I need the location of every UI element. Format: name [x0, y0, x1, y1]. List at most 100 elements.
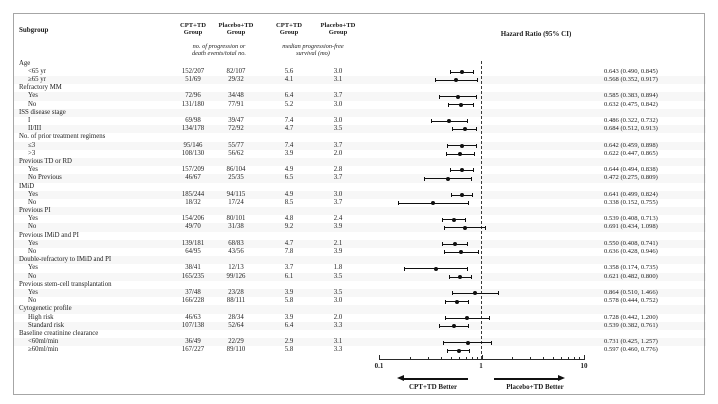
- median-pfs-placebo: 3.1: [333, 76, 343, 84]
- median-pfs-placebo: 2.0: [333, 313, 343, 321]
- column-header-line: Group: [328, 29, 348, 37]
- events-cpt: 18/32: [185, 198, 201, 206]
- column-header-line: Group: [226, 29, 246, 37]
- median-pfs-placebo: 3.3: [333, 321, 343, 329]
- subgroup-label: ISS disease stage: [19, 108, 66, 116]
- events-placebo: 34/48: [228, 92, 244, 100]
- forest-plot-figure: Subgroup CPT+TD Group Placebo+TD Group CPT…: [13, 13, 705, 395]
- table-row: IMiD: [14, 183, 706, 191]
- hazard-ratio-value: 0.691 (0.434, 1.098): [604, 223, 658, 231]
- median-pfs-placebo: 3.0: [333, 297, 343, 305]
- hazard-ratio-value: 0.622 (0.447, 0.865): [604, 149, 658, 157]
- events-placebo: 52/64: [228, 321, 244, 329]
- hazard-ratio-value: 0.472 (0.275, 0.809): [604, 174, 658, 182]
- subgroup-label: Yes: [28, 239, 38, 247]
- subgroup-label: High risk: [28, 313, 54, 321]
- column-header-line: CPT+TD: [179, 22, 207, 29]
- median-pfs-placebo: 3.9: [333, 223, 343, 231]
- axis-minor-tick: [543, 356, 545, 359]
- events-placebo: 82/107: [226, 67, 246, 75]
- axis-minor-tick: [512, 356, 514, 359]
- left-direction-label: CPT+TD Better: [408, 383, 458, 391]
- subgroup-label: No. of prior treatment regimens: [19, 133, 106, 141]
- median-pfs-cpt: 7.8: [284, 248, 294, 255]
- column-header-line: CPT+TD: [275, 22, 303, 29]
- events-cpt: 38/41: [185, 264, 201, 272]
- hazard-ratio-value: 0.632 (0.475, 0.842): [604, 100, 658, 108]
- events-cpt: 157/209: [181, 166, 205, 174]
- events-cpt: 166/228: [181, 297, 205, 305]
- axis-minor-tick: [458, 356, 460, 359]
- table-row: Yes 37/48 23/28 3.9 3.5 0.864 (0.510, 1.466): [14, 289, 706, 297]
- hazard-ratio-value: 0.642 (0.459, 0.898): [604, 141, 658, 149]
- events-placebo: 89/110: [226, 346, 246, 354]
- table-row: No 18/32 17/24 8.5 3.7 0.338 (0.152, 0.755): [14, 199, 706, 207]
- column-header-cpt-pfs: CPT+TD Group: [259, 22, 319, 36]
- axis-minor-tick: [553, 356, 555, 359]
- events-placebo: 28/34: [228, 313, 244, 321]
- events-placebo: 17/24: [228, 198, 244, 206]
- hazard-ratio-value: 0.644 (0.494, 0.838): [604, 166, 658, 174]
- median-pfs-cpt: 5.6: [284, 67, 294, 75]
- right-arrow: [494, 375, 565, 382]
- column-header-line: Placebo+TD: [218, 22, 254, 29]
- axis-minor-tick: [568, 356, 570, 359]
- subgroup-label: Previous TD or RD: [19, 157, 72, 165]
- axis-tick-label: 10: [580, 362, 588, 370]
- table-row: Standard risk 107/138 52/64 6.4 3.3 0.539 (0.…: [14, 322, 706, 330]
- events-placebo: 68/83: [228, 239, 244, 247]
- subgroup-label: Yes: [28, 190, 38, 198]
- events-cpt: 185/244: [181, 190, 205, 198]
- events-cpt: 72/96: [185, 92, 201, 100]
- subgroup-label: Yes: [28, 92, 38, 100]
- median-pfs-placebo: 3.3: [333, 346, 343, 354]
- axis-minor-tick: [440, 356, 442, 359]
- events-cpt: 139/181: [181, 239, 205, 247]
- median-pfs-placebo: 2.4: [333, 215, 343, 223]
- table-row: Double-refractory to IMiD and PI: [14, 256, 706, 264]
- median-pfs-placebo: 3.7: [333, 141, 343, 149]
- median-pfs-cpt: 3.7: [284, 264, 294, 272]
- column-header-cpt-events: CPT+TD Group: [163, 22, 223, 36]
- subgroup-label: Yes: [28, 264, 38, 272]
- events-cpt: 154/206: [181, 215, 205, 223]
- events-placebo: 99/126: [226, 272, 246, 280]
- subgroup-label: Refractory MM: [19, 84, 62, 92]
- subgroup-label: <65 yr: [28, 67, 46, 75]
- subgroup-label: No: [28, 198, 37, 206]
- events-placebo: 77/91: [228, 100, 244, 108]
- axis-major-tick: [481, 355, 483, 359]
- median-pfs-cpt: 2.9: [284, 338, 294, 346]
- events-placebo: 72/92: [228, 125, 244, 133]
- table-row: ≤3 95/146 55/77 7.4 3.7 0.642 (0.459, 0.898): [14, 142, 706, 150]
- column-header-placebo-events: Placebo+TD Group: [206, 22, 266, 36]
- subheader-events: no. of progression or death events/total …: [169, 43, 269, 58]
- table-row: No 64/95 43/56 7.8 3.9 0.636 (0.428, 0.946): [14, 248, 706, 256]
- table-row: Yes 154/206 80/101 4.8 2.4 0.539 (0.408, 0.71…: [14, 215, 706, 223]
- events-cpt: 46/67: [185, 174, 201, 182]
- axis-minor-tick: [471, 356, 473, 359]
- subgroup-label: Age: [19, 59, 31, 67]
- events-cpt: 69/98: [185, 117, 201, 124]
- median-pfs-placebo: 3.5: [333, 288, 343, 296]
- events-cpt: 107/138: [181, 321, 205, 329]
- events-cpt: 165/235: [181, 272, 205, 280]
- median-pfs-placebo: 3.7: [333, 92, 343, 100]
- median-pfs-placebo: 2.1: [333, 239, 343, 247]
- median-pfs-cpt: 4.8: [284, 215, 294, 223]
- hazard-ratio-value: 0.731 (0.425, 1.257): [604, 338, 658, 346]
- subgroup-label: Yes: [28, 166, 38, 174]
- events-cpt: 108/130: [181, 149, 205, 157]
- median-pfs-placebo: 3.1: [333, 338, 343, 346]
- events-placebo: 25/35: [228, 174, 244, 182]
- median-pfs-placebo: 3.0: [333, 100, 343, 108]
- median-pfs-cpt: 3.9: [284, 313, 294, 321]
- hazard-ratio-header: Hazard Ratio (95% CI): [500, 30, 572, 38]
- axis-minor-tick: [574, 356, 576, 359]
- hazard-ratio-value: 0.585 (0.383, 0.894): [604, 92, 658, 100]
- events-placebo: 39/47: [228, 117, 244, 124]
- subgroup-label: ≥65 yr: [28, 76, 46, 84]
- axis-minor-tick: [561, 356, 563, 359]
- table-row: Yes 139/181 68/83 4.7 2.1 0.550 (0.408, 0.741…: [14, 240, 706, 248]
- subgroup-label: Double-refractory to IMiD and PI: [19, 256, 112, 264]
